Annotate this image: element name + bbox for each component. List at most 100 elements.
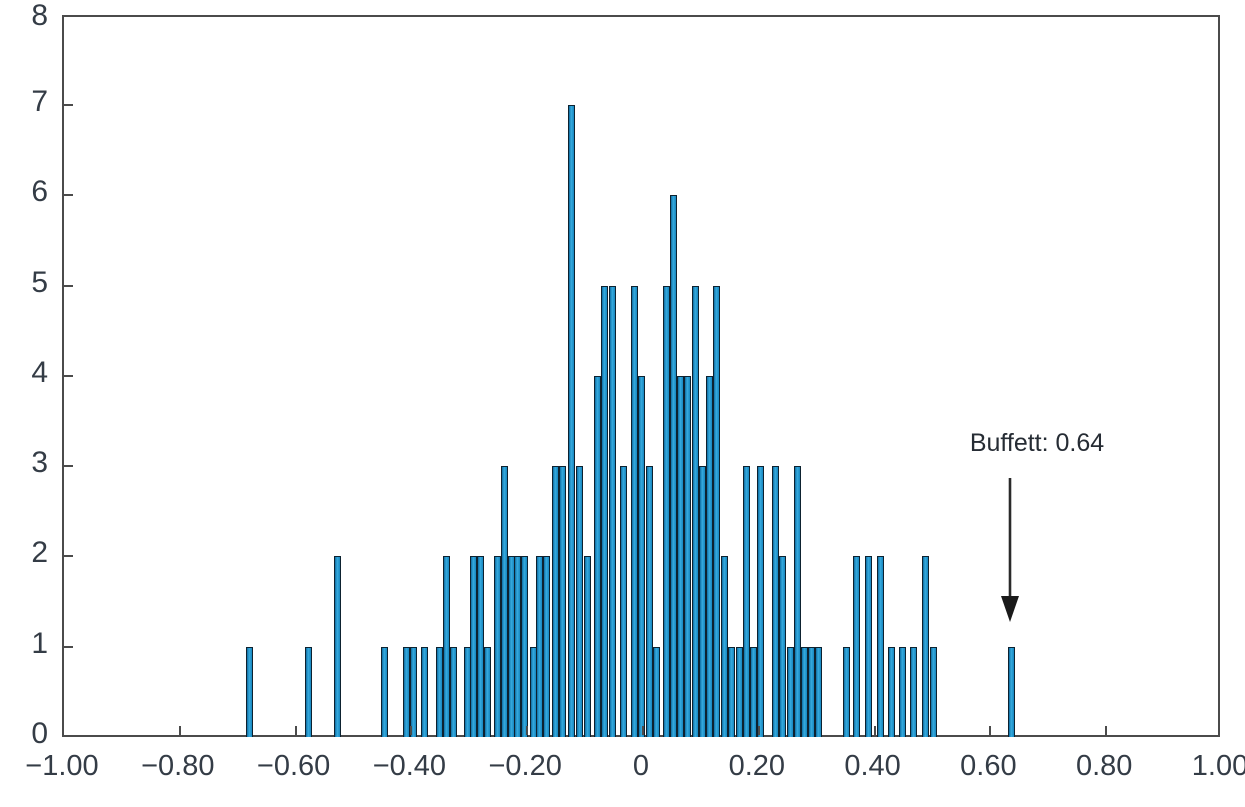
x-axis-tick xyxy=(757,726,760,735)
histogram-bar xyxy=(720,556,728,737)
y-tick-label: 1 xyxy=(31,627,48,660)
histogram-bar xyxy=(1008,647,1016,737)
y-tick-label: 0 xyxy=(31,717,48,750)
histogram-bar xyxy=(653,647,661,737)
y-tick-label: 3 xyxy=(31,446,48,479)
histogram-bar xyxy=(843,647,851,737)
x-tick-label: 0.40 xyxy=(844,750,901,782)
histogram-bar xyxy=(684,376,692,737)
x-axis-tick xyxy=(1105,726,1108,735)
histogram-bar xyxy=(786,647,794,737)
x-axis-tick xyxy=(410,726,413,735)
histogram-bar xyxy=(436,647,444,737)
histogram-bar xyxy=(594,376,602,737)
y-tick-label: 4 xyxy=(31,356,48,389)
histogram-bar xyxy=(706,376,714,737)
histogram-bar xyxy=(922,556,930,737)
histogram-bar xyxy=(601,286,609,737)
histogram-bar xyxy=(662,286,670,737)
y-axis-tick xyxy=(64,375,73,377)
histogram-bar xyxy=(493,556,501,737)
histogram-bar xyxy=(559,466,566,737)
histogram-bar xyxy=(470,556,478,737)
y-tick-label: 8 xyxy=(31,0,48,32)
histogram-bar xyxy=(305,647,313,737)
x-tick-label: 0.60 xyxy=(960,750,1017,782)
histogram-bar xyxy=(691,286,699,737)
histogram-bar xyxy=(930,647,938,737)
histogram-bar xyxy=(713,286,720,737)
histogram-bar xyxy=(749,647,757,737)
histogram-bar xyxy=(403,647,411,737)
histogram-bar xyxy=(728,647,736,737)
x-tick-label: −0.80 xyxy=(141,750,215,782)
plot-area xyxy=(62,15,1220,737)
x-axis-tick xyxy=(178,726,181,735)
histogram-bar xyxy=(898,647,906,737)
x-tick-label: 0.80 xyxy=(1075,750,1133,782)
histogram-bar xyxy=(576,466,584,737)
histogram-bar xyxy=(536,556,544,737)
x-tick-label: 0.20 xyxy=(728,750,786,782)
x-axis-tick xyxy=(642,726,644,735)
y-tick-label: 2 xyxy=(31,536,48,569)
histogram-bar xyxy=(477,556,485,737)
histogram-bar xyxy=(677,376,685,737)
histogram-bar xyxy=(772,466,780,737)
histogram-bar xyxy=(887,647,895,737)
histogram-bar xyxy=(443,556,451,737)
histogram-bar xyxy=(909,647,917,737)
buffett-annotation: Buffett: 0.64 xyxy=(969,429,1105,457)
y-axis-tick xyxy=(64,194,73,196)
histogram-bar xyxy=(669,195,677,737)
x-axis-tick xyxy=(873,726,876,735)
x-tick-label: −1.00 xyxy=(25,750,99,782)
histogram-bar xyxy=(583,556,591,737)
histogram-bar xyxy=(638,376,646,737)
histogram-bar xyxy=(543,556,551,737)
y-axis-tick xyxy=(64,285,73,287)
histogram-bar xyxy=(410,647,418,737)
histogram-bar xyxy=(793,466,801,737)
histogram-bar xyxy=(876,556,884,737)
buffett-arrow-icon xyxy=(1001,478,1019,622)
histogram-bar xyxy=(619,466,627,737)
histogram-bar xyxy=(507,556,515,737)
x-axis-tick xyxy=(989,726,992,735)
histogram-bar xyxy=(800,647,808,737)
histogram-bar xyxy=(808,647,815,737)
histogram-bar xyxy=(450,647,458,737)
x-axis-tick xyxy=(294,726,297,735)
y-axis-tick xyxy=(64,555,73,557)
y-axis-tick xyxy=(64,646,73,648)
x-tick-label: 1.00 xyxy=(1191,750,1245,782)
histogram-bar xyxy=(421,647,429,737)
histogram-bar xyxy=(334,556,342,737)
histogram-bar xyxy=(380,647,388,737)
y-axis-tick xyxy=(64,465,73,467)
histogram-bar xyxy=(645,466,653,737)
histogram-bar xyxy=(742,466,750,737)
histogram-bar xyxy=(500,466,508,737)
y-axis-tick xyxy=(64,104,73,106)
histogram-bar xyxy=(698,466,706,737)
histogram-bar xyxy=(246,647,254,737)
y-tick-label: 7 xyxy=(31,85,48,118)
histogram-bar xyxy=(853,556,861,737)
histogram-bar xyxy=(779,556,786,737)
histogram-bar xyxy=(814,647,822,737)
histogram-bar xyxy=(484,647,492,737)
histogram-bar xyxy=(608,286,616,737)
histogram-bar xyxy=(757,466,764,737)
y-tick-label: 5 xyxy=(31,266,48,299)
histogram-bar xyxy=(463,647,471,737)
histogram-bar xyxy=(567,105,575,737)
histogram-bar xyxy=(514,556,522,737)
x-tick-label: −0.40 xyxy=(372,750,447,782)
histogram-bar xyxy=(630,286,638,737)
y-tick-label: 6 xyxy=(31,175,48,208)
histogram-bar xyxy=(735,647,743,737)
histogram-bar xyxy=(865,556,873,737)
histogram-bar xyxy=(529,647,537,737)
